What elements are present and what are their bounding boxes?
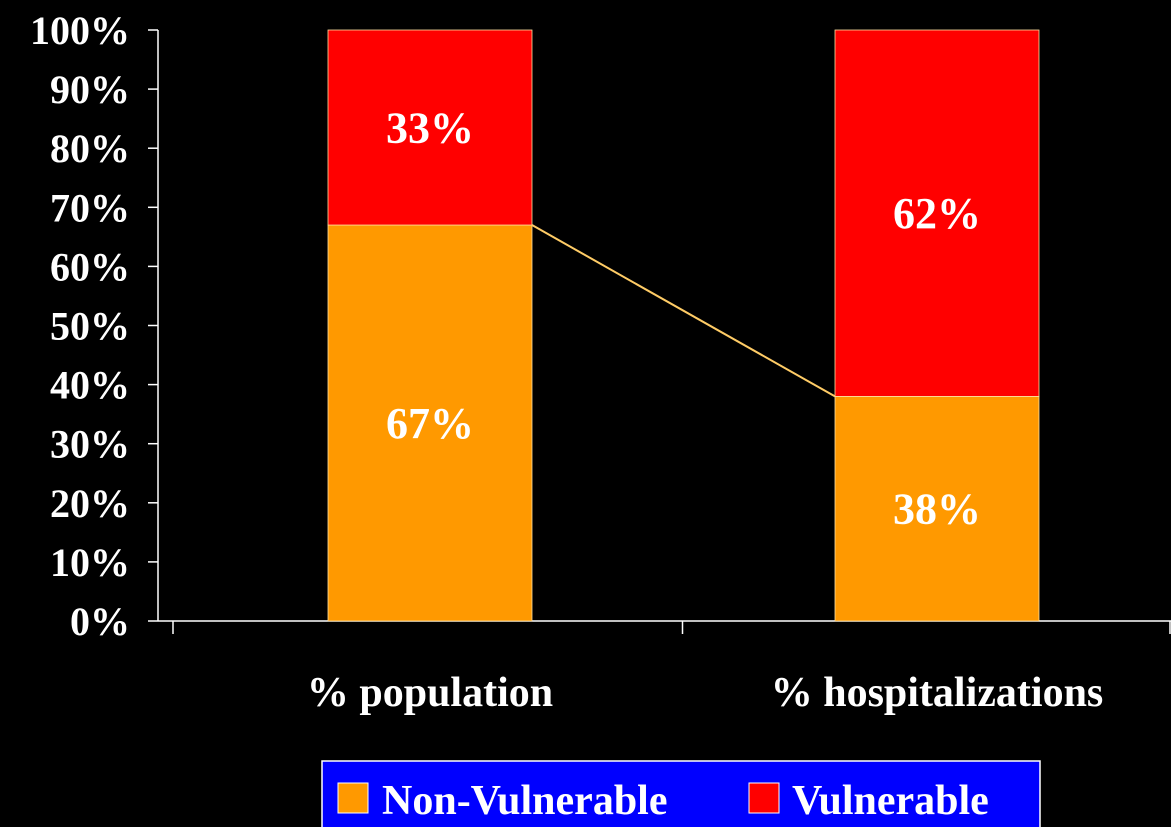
series-connector: [531, 224, 836, 398]
legend-label: Vulnerable: [792, 778, 989, 824]
axes: 0% 10% 20% 30% 40% 50% 60% 70% 80% 90% 100% % popul…: [30, 8, 1171, 716]
y-tick-label: 30%: [50, 422, 130, 467]
y-tick-label: 10%: [50, 540, 130, 585]
y-tick-label: 100%: [30, 8, 130, 53]
y-tick-label: 90%: [50, 67, 130, 112]
legend-swatch: [748, 782, 780, 814]
y-tick-label: 60%: [50, 244, 130, 289]
legend: Non-Vulnerable Vulnerable: [321, 760, 1041, 827]
y-tick-label: 20%: [50, 481, 130, 526]
legend-label: Non-Vulnerable: [382, 778, 668, 824]
x-category-label: % population: [307, 670, 553, 716]
x-category-label: % hospitalizations: [771, 670, 1104, 716]
bar-segment: [327, 29, 533, 226]
data-labels: 67% 33% 38% 62%: [386, 104, 981, 534]
data-label: 67%: [386, 399, 474, 448]
legend-box: [321, 760, 1041, 827]
data-label: 33%: [386, 104, 474, 153]
data-label: 38%: [893, 485, 981, 534]
bar-segment: [327, 224, 533, 622]
y-tick-label: 80%: [50, 126, 130, 171]
bars: [327, 29, 1040, 622]
bar-segment: [834, 29, 1040, 397]
bar-segment: [834, 396, 1040, 622]
y-tick-label: 40%: [50, 363, 130, 408]
data-label: 62%: [893, 189, 981, 238]
legend-swatch: [337, 782, 369, 814]
y-tick-label: 50%: [50, 304, 130, 349]
y-tick-label: 70%: [50, 185, 130, 230]
y-tick-label: 0%: [70, 599, 130, 644]
series-line: [531, 224, 836, 398]
